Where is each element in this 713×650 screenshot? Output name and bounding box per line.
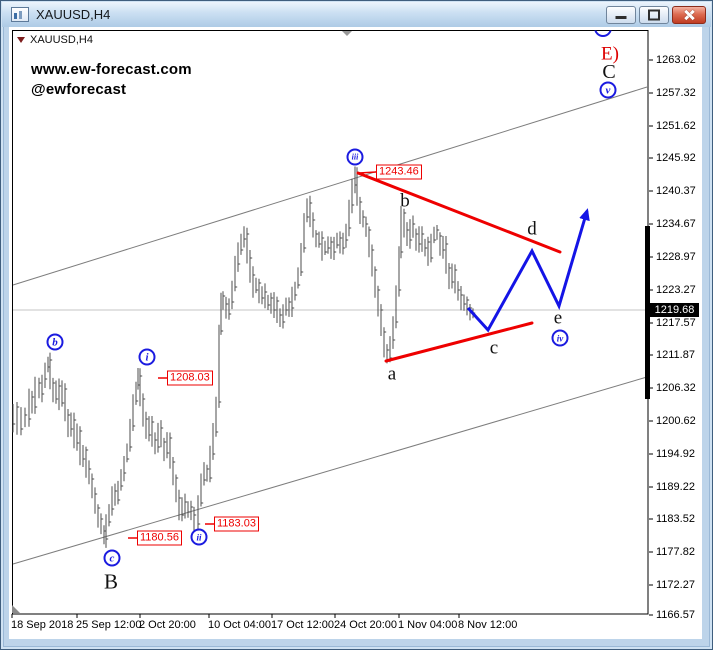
window-title: XAUUSD,H4 [36,7,111,22]
close-button[interactable] [672,6,706,24]
minimize-button[interactable] [606,6,636,24]
window-controls [606,6,706,24]
watermark-url: www.ew-forecast.com [31,61,192,78]
close-icon [683,9,695,21]
restore-icon [648,9,660,21]
watermark-handle: @ewforecast [31,81,127,98]
symbol-text: XAUUSD,H4 [30,34,93,46]
chart-symbol-label: XAUUSD,H4 [17,34,93,46]
title-bar[interactable]: XAUUSD,H4 [2,2,711,27]
symbol-triangle-icon [17,37,25,43]
chart-icon [11,7,29,22]
minimize-icon [615,16,627,19]
chart-client-area [9,27,702,639]
restore-button[interactable] [639,6,669,24]
watermark: www.ew-forecast.com @ewforecast [31,60,192,100]
